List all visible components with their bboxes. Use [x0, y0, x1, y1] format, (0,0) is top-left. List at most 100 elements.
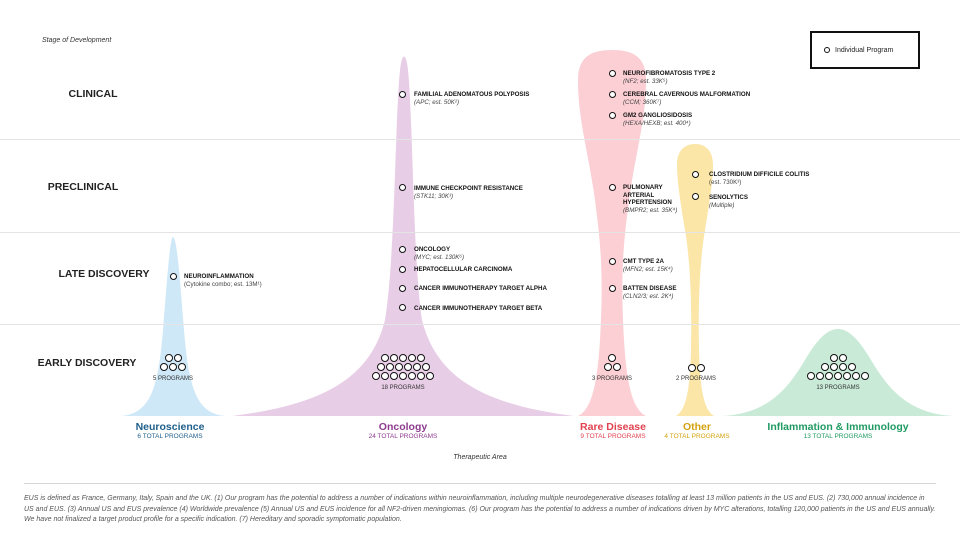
program-oncology: ONCOLOGY (MYC; est. 130K⁶): [414, 246, 465, 261]
program-circle-icon: [390, 372, 398, 380]
stage-label-early-discovery: EARLY DISCOVERY: [37, 357, 137, 369]
program-dot: [399, 184, 406, 191]
program-circle-icon: [421, 363, 430, 371]
oncology-shape: [232, 56, 574, 416]
program-circle-icon: [164, 354, 173, 362]
stage-label-late-discovery: LATE DISCOVERY: [58, 268, 150, 280]
program-circle-icon: [381, 372, 389, 380]
legend: Individual Program: [810, 31, 920, 69]
other-shape: [676, 144, 714, 416]
program-dot: [609, 184, 616, 191]
oncology-early-dots: [353, 354, 453, 381]
program-circle-icon: [376, 363, 385, 371]
footnote: EUS is defined as France, Germany, Italy…: [24, 495, 936, 523]
program-nf2: NEUROFIBROMATOSIS TYPE 2 (NF2; est. 33K⁵…: [623, 70, 716, 85]
stage-label-clinical: CLINICAL: [68, 88, 118, 100]
footnote-divider: [24, 483, 936, 484]
program-circle-icon: [394, 363, 403, 371]
area-total-rare-disease: 9 TOTAL PROGRAMS: [580, 433, 646, 440]
program-circle-icon: [390, 354, 398, 362]
program-circle-icon: [807, 372, 815, 380]
x-axis-title: Therapeutic Area: [453, 454, 507, 461]
neuroscience-early-count: 5 PROGRAMS: [152, 376, 193, 382]
program-pah: PULMONARY ARTERIAL HYPERTENSION (BMPR2; …: [623, 184, 678, 214]
area-name-rare-disease: Rare Disease: [580, 421, 646, 433]
area-total-neuroscience: 6 TOTAL PROGRAMS: [137, 433, 203, 440]
program-circle-icon: [169, 363, 177, 371]
rare-disease-shape: [578, 50, 646, 416]
program-circle-icon: [173, 354, 182, 362]
program-circle-icon: [412, 363, 421, 371]
program-circle-icon: [608, 354, 616, 362]
program-senolytics: SENOLYTICS (Multiple): [709, 194, 748, 209]
program-ccm: CEREBRAL CAVERNOUS MALFORMATION (CCM; 36…: [623, 91, 751, 106]
program-circle-icon: [861, 372, 869, 380]
stage-label-preclinical: PRECLINICAL: [47, 181, 119, 193]
program-gm2: GM2 GANGLIOSIDOSIS (HEXA/HEXB; est. 400⁴…: [623, 112, 693, 127]
program-circle-icon: [381, 354, 389, 362]
program-circle-icon: [408, 354, 416, 362]
program-dot: [692, 193, 699, 200]
legend-label: Individual Program: [835, 46, 894, 54]
program-circle-icon: [696, 364, 705, 372]
program-circle-icon: [852, 372, 860, 380]
oncology-early-count: 18 PROGRAMS: [381, 385, 425, 391]
area-total-oncology: 24 TOTAL PROGRAMS: [368, 433, 438, 440]
inflammation-immunology-early-dots: [788, 354, 888, 381]
program-dot: [399, 246, 406, 253]
program-circle-icon: [408, 372, 416, 380]
area-name-oncology: Oncology: [378, 421, 428, 433]
program-circle-icon: [160, 363, 168, 371]
area-total-other: 4 TOTAL PROGRAMS: [664, 433, 730, 440]
legend-circle-icon: [824, 47, 830, 53]
program-circle-icon: [403, 363, 412, 371]
program-dot: [609, 70, 616, 77]
program-citb: CANCER IMMUNOTHERAPY TARGET BETA: [414, 305, 543, 312]
program-circle-icon: [829, 354, 838, 362]
program-circle-icon: [838, 363, 847, 371]
program-circle-icon: [385, 363, 394, 371]
program-cmt: CMT TYPE 2A (MFN2; est. 15K⁴): [623, 258, 673, 273]
program-dot: [609, 91, 616, 98]
grid-line: [0, 139, 960, 140]
program-circle-icon: [399, 372, 407, 380]
program-dot: [399, 285, 406, 292]
program-dot: [609, 112, 616, 119]
area-name-inflammation-immunology: Inflammation & Immunology: [767, 421, 909, 433]
program-dot: [170, 273, 177, 280]
area-name-other: Other: [682, 421, 711, 433]
program-fap: FAMILIAL ADENOMATOUS POLYPOSIS (APC; est…: [414, 91, 530, 106]
program-circle-icon: [612, 363, 621, 371]
program-dot: [609, 258, 616, 265]
program-circle-icon: [178, 363, 186, 371]
grid-line: [0, 232, 960, 233]
program-circle-icon: [825, 372, 833, 380]
program-hcc: HEPATOCELLULAR CARCINOMA: [414, 266, 513, 273]
program-circle-icon: [820, 363, 829, 371]
program-dot: [692, 171, 699, 178]
rare-disease-early-count: 3 PROGRAMS: [591, 376, 632, 382]
program-circle-icon: [847, 363, 856, 371]
program-circle-icon: [843, 372, 851, 380]
program-circle-icon: [829, 363, 838, 371]
rare-disease-early-dots: [562, 354, 662, 372]
neuroscience-early-dots: [123, 354, 223, 372]
program-circle-icon: [426, 372, 434, 380]
neuroscience-shape: [120, 237, 226, 416]
program-circle-icon: [834, 372, 842, 380]
program-dot: [399, 91, 406, 98]
program-circle-icon: [417, 354, 425, 362]
program-dot: [399, 266, 406, 273]
program-cita: CANCER IMMUNOTHERAPY TARGET ALPHA: [414, 285, 547, 292]
program-dot: [399, 304, 406, 311]
y-axis-title: Stage of Development: [42, 37, 112, 44]
program-circle-icon: [603, 363, 612, 371]
program-circle-icon: [417, 372, 425, 380]
program-batten: BATTEN DISEASE (CLN2/3; est. 2K⁴): [623, 285, 677, 300]
program-immune-checkpoint: IMMUNE CHECKPOINT RESISTANCE (STK11; 30K…: [414, 185, 523, 200]
other-early-dots: [646, 364, 746, 373]
grid-line: [0, 324, 960, 325]
program-dot: [609, 285, 616, 292]
